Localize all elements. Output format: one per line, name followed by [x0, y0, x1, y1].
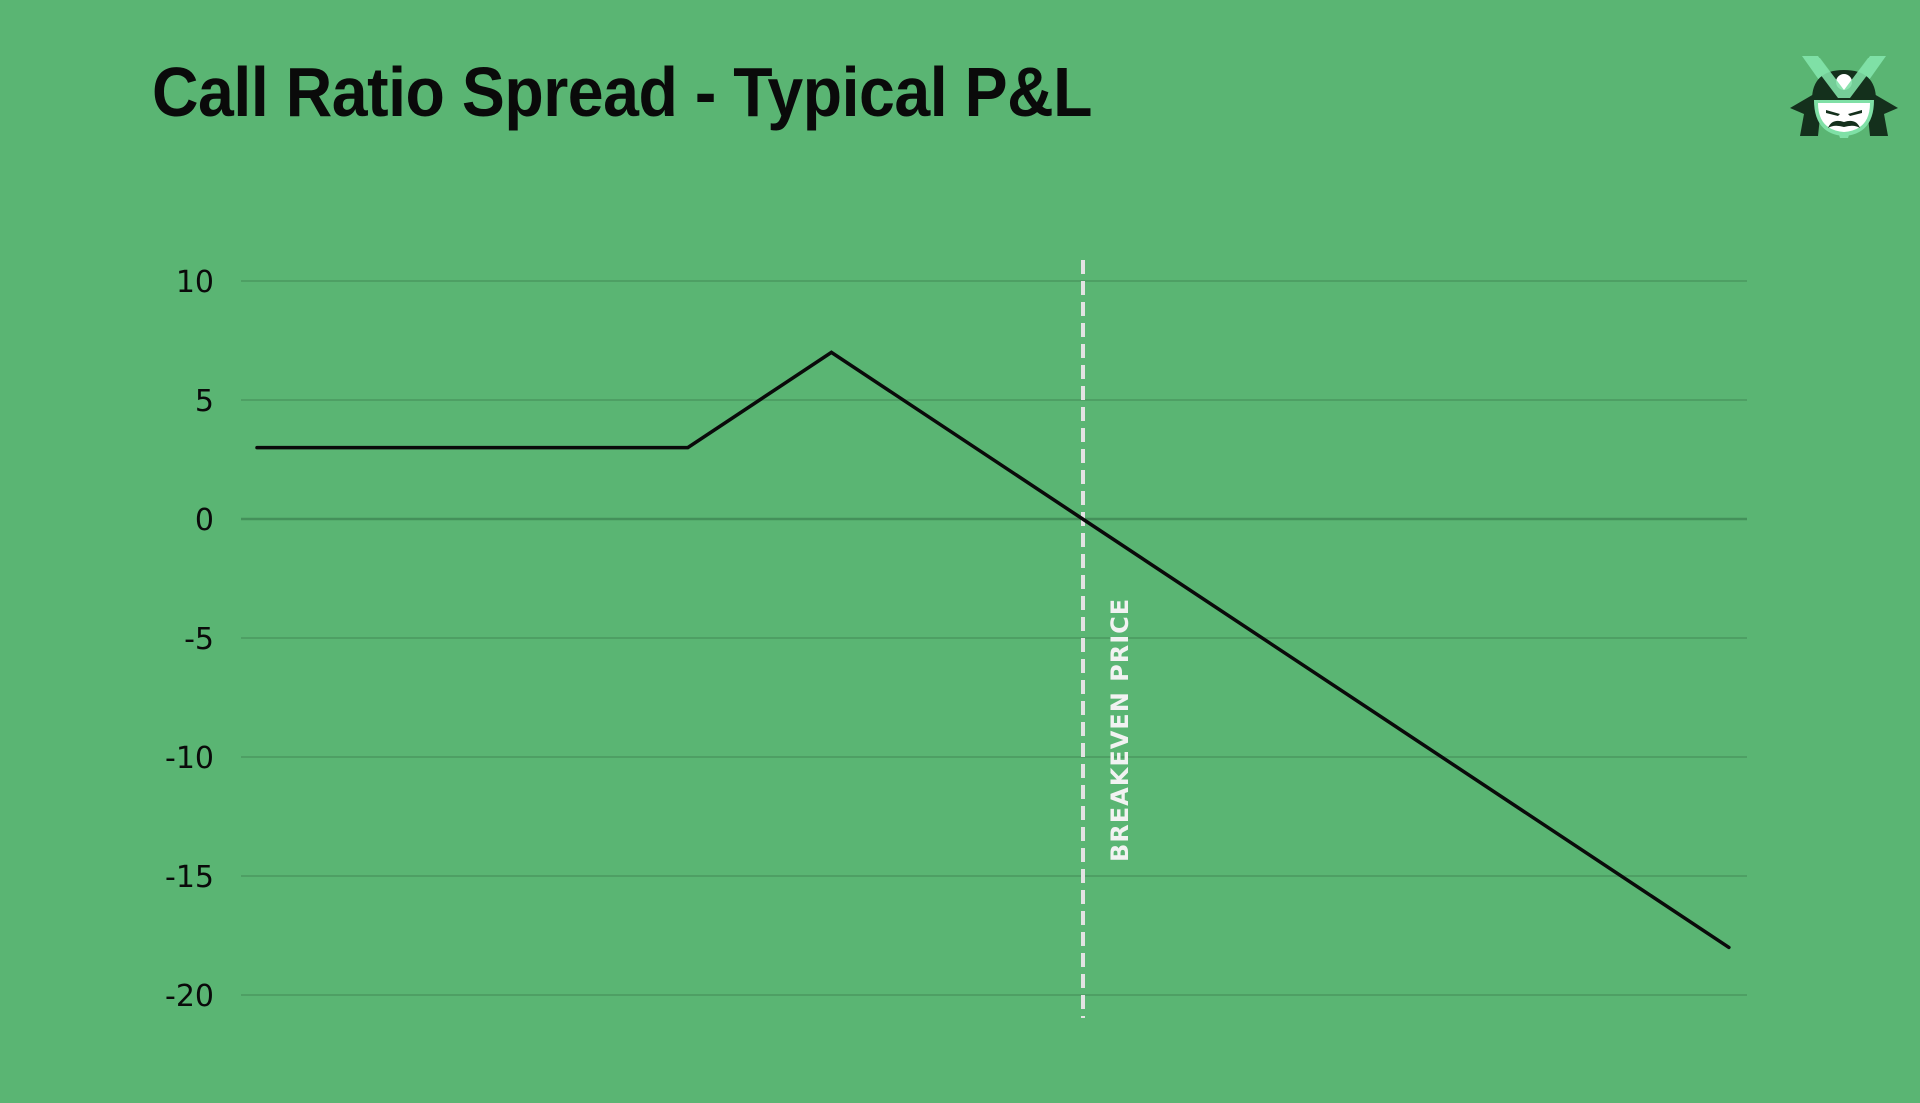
ytick-label: 0 — [195, 503, 214, 538]
ytick-label: -20 — [165, 979, 214, 1014]
chart-title: Call Ratio Spread - Typical P&L — [152, 53, 1093, 131]
gridlines — [241, 280, 1747, 996]
pnl-line — [255, 350, 1731, 950]
ytick-label: -10 — [165, 741, 214, 776]
ytick-label: -5 — [184, 622, 214, 657]
y-axis-labels: 10 5 0 -5 -10 -15 -20 — [165, 265, 214, 1014]
ytick-label: 10 — [176, 265, 214, 300]
ytick-label: 5 — [195, 384, 214, 419]
samurai-helmet-icon — [1790, 56, 1898, 138]
breakeven-label: BREAKEVEN PRICE — [1106, 598, 1134, 862]
ytick-label: -15 — [165, 860, 214, 895]
